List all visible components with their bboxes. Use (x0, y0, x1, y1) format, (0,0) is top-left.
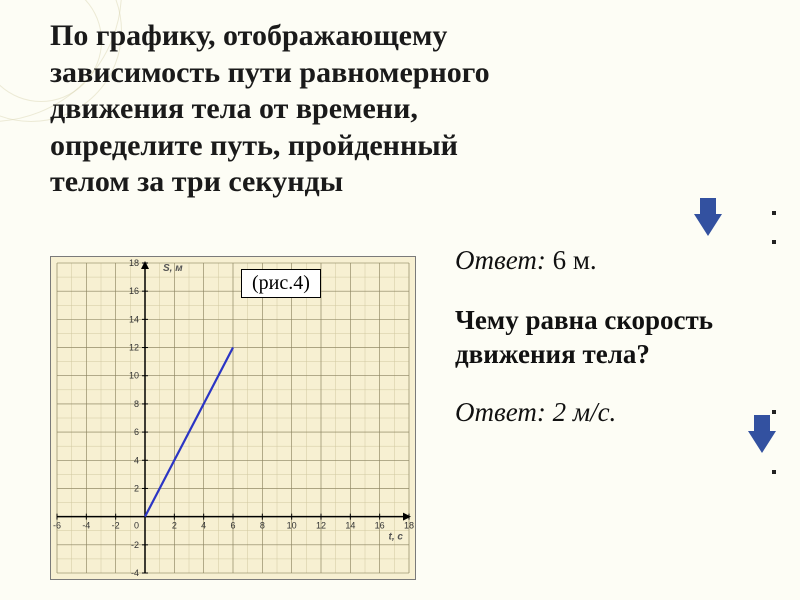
svg-text:18: 18 (404, 521, 414, 531)
dot-icon (772, 211, 776, 215)
svg-text:-4: -4 (131, 568, 139, 578)
answer-1: Ответ: 6 м. (455, 245, 775, 276)
svg-text:8: 8 (260, 521, 265, 531)
answer-prefix: Ответ: (455, 397, 546, 427)
title-line: По графику, отображающему (50, 19, 447, 52)
title-line: движения тела от времени, (50, 92, 418, 125)
chart-container: -6 -4 -2 2 4 6 8 10 12 14 16 18 -4 -2 2 4 6 8 10 12 14 16 18 0 t… (50, 256, 416, 580)
answer-prefix: Ответ: (455, 245, 546, 275)
distance-time-chart: -6 -4 -2 2 4 6 8 10 12 14 16 18 -4 -2 2 4 6 8 10 12 14 16 18 0 t… (51, 257, 415, 579)
svg-text:10: 10 (129, 371, 139, 381)
svg-text:18: 18 (129, 258, 139, 268)
figure-label-text: (рис.4) (252, 272, 310, 294)
slide: По графику, отображающему зависимость пу… (0, 0, 800, 600)
svg-text:-2: -2 (112, 521, 120, 531)
svg-text:4: 4 (134, 455, 139, 465)
svg-text:-2: -2 (131, 540, 139, 550)
title-line: определите путь, пройденный (50, 129, 458, 162)
slide-title: По графику, отображающему зависимость пу… (50, 18, 750, 201)
arrow-down-icon (748, 431, 776, 453)
question-2: Чему равна скорость движения тела? (455, 304, 775, 372)
title-line: телом за три секунды (50, 165, 343, 198)
title-line: зависимость пути равномерного (50, 56, 490, 89)
svg-text:-4: -4 (82, 521, 90, 531)
svg-text:16: 16 (129, 286, 139, 296)
svg-text:2: 2 (134, 483, 139, 493)
svg-text:6: 6 (134, 427, 139, 437)
svg-text:2: 2 (172, 521, 177, 531)
svg-text:16: 16 (375, 521, 385, 531)
dot-icon (772, 240, 776, 244)
right-column: Ответ: 6 м. Чему равна скорость движения… (455, 245, 775, 429)
svg-text:t, c: t, c (389, 532, 404, 543)
figure-label: (рис.4) (241, 269, 321, 298)
answer-value: 6 м. (553, 245, 597, 275)
svg-text:14: 14 (345, 521, 355, 531)
svg-text:14: 14 (129, 314, 139, 324)
svg-text:12: 12 (316, 521, 326, 531)
svg-text:12: 12 (129, 343, 139, 353)
svg-text:10: 10 (287, 521, 297, 531)
answer-2: Ответ: 2 м/с. (455, 396, 775, 430)
svg-text:8: 8 (134, 399, 139, 409)
dot-icon (772, 470, 776, 474)
svg-text:6: 6 (230, 521, 235, 531)
svg-text:0: 0 (134, 521, 139, 531)
arrow-down-icon (700, 198, 716, 214)
svg-text:-6: -6 (53, 521, 61, 531)
arrow-down-icon (694, 214, 722, 236)
answer-value: 2 м/с. (553, 397, 617, 427)
svg-text:4: 4 (201, 521, 206, 531)
svg-text:S, м: S, м (163, 263, 183, 274)
